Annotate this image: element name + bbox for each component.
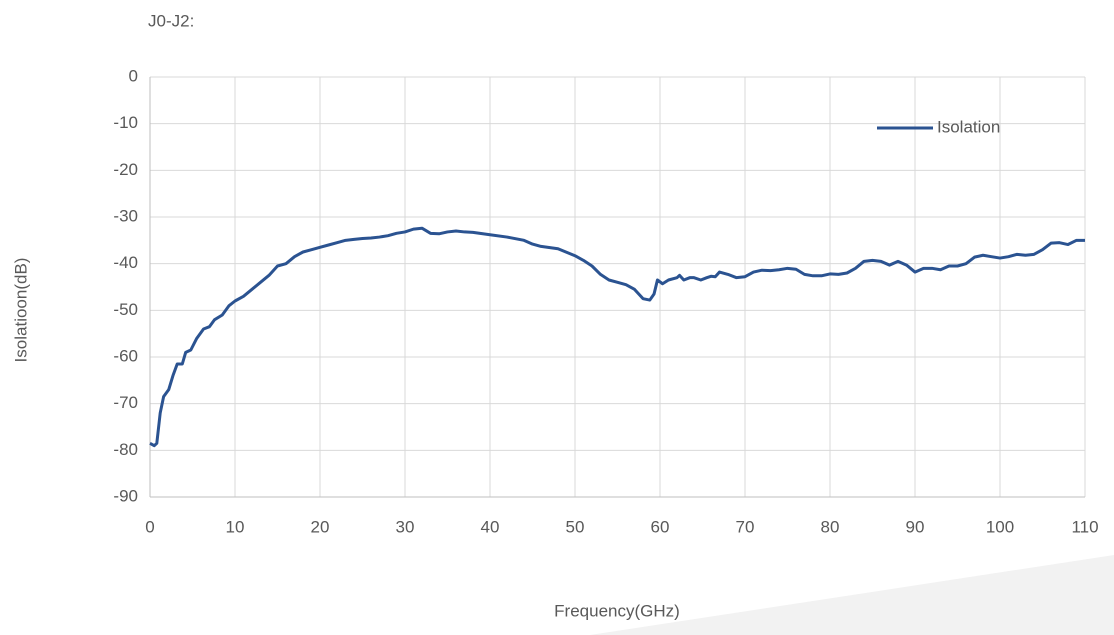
line-series [149,226,1085,448]
y-tick-label: -60 [113,346,138,365]
x-tick-label: 110 [1071,517,1098,536]
x-tick-label: 80 [821,517,840,536]
y-tick-label: -40 [113,253,138,272]
x-tick-label: 20 [311,517,330,536]
x-tick-label: 10 [226,517,245,536]
x-tick-label: 70 [736,517,755,536]
chart-title: J0-J2: [148,11,194,30]
y-tick-label: -70 [113,393,138,412]
background-shape [590,555,1114,635]
y-tick-label: -30 [113,206,138,225]
y-tick-label: -10 [113,113,138,132]
legend-label: Isolation [937,117,1000,136]
x-axis-label: Frequency(GHz) [554,601,680,620]
y-tick-label: -50 [113,300,138,319]
y-tick-label: 0 [129,66,138,85]
y-axis-label: Isolatioon(dB) [11,258,30,363]
y-tick-label: -20 [113,160,138,179]
x-tick-label: 0 [145,517,154,536]
y-tick-label: -80 [113,440,138,459]
x-tick-label: 100 [986,517,1014,536]
x-tick-label: 90 [906,517,925,536]
x-tick-label: 50 [566,517,585,536]
x-tick-label: 30 [396,517,415,536]
x-tick-label: 60 [651,517,670,536]
y-tick-label: -90 [113,486,138,505]
x-tick-label: 40 [481,517,500,536]
